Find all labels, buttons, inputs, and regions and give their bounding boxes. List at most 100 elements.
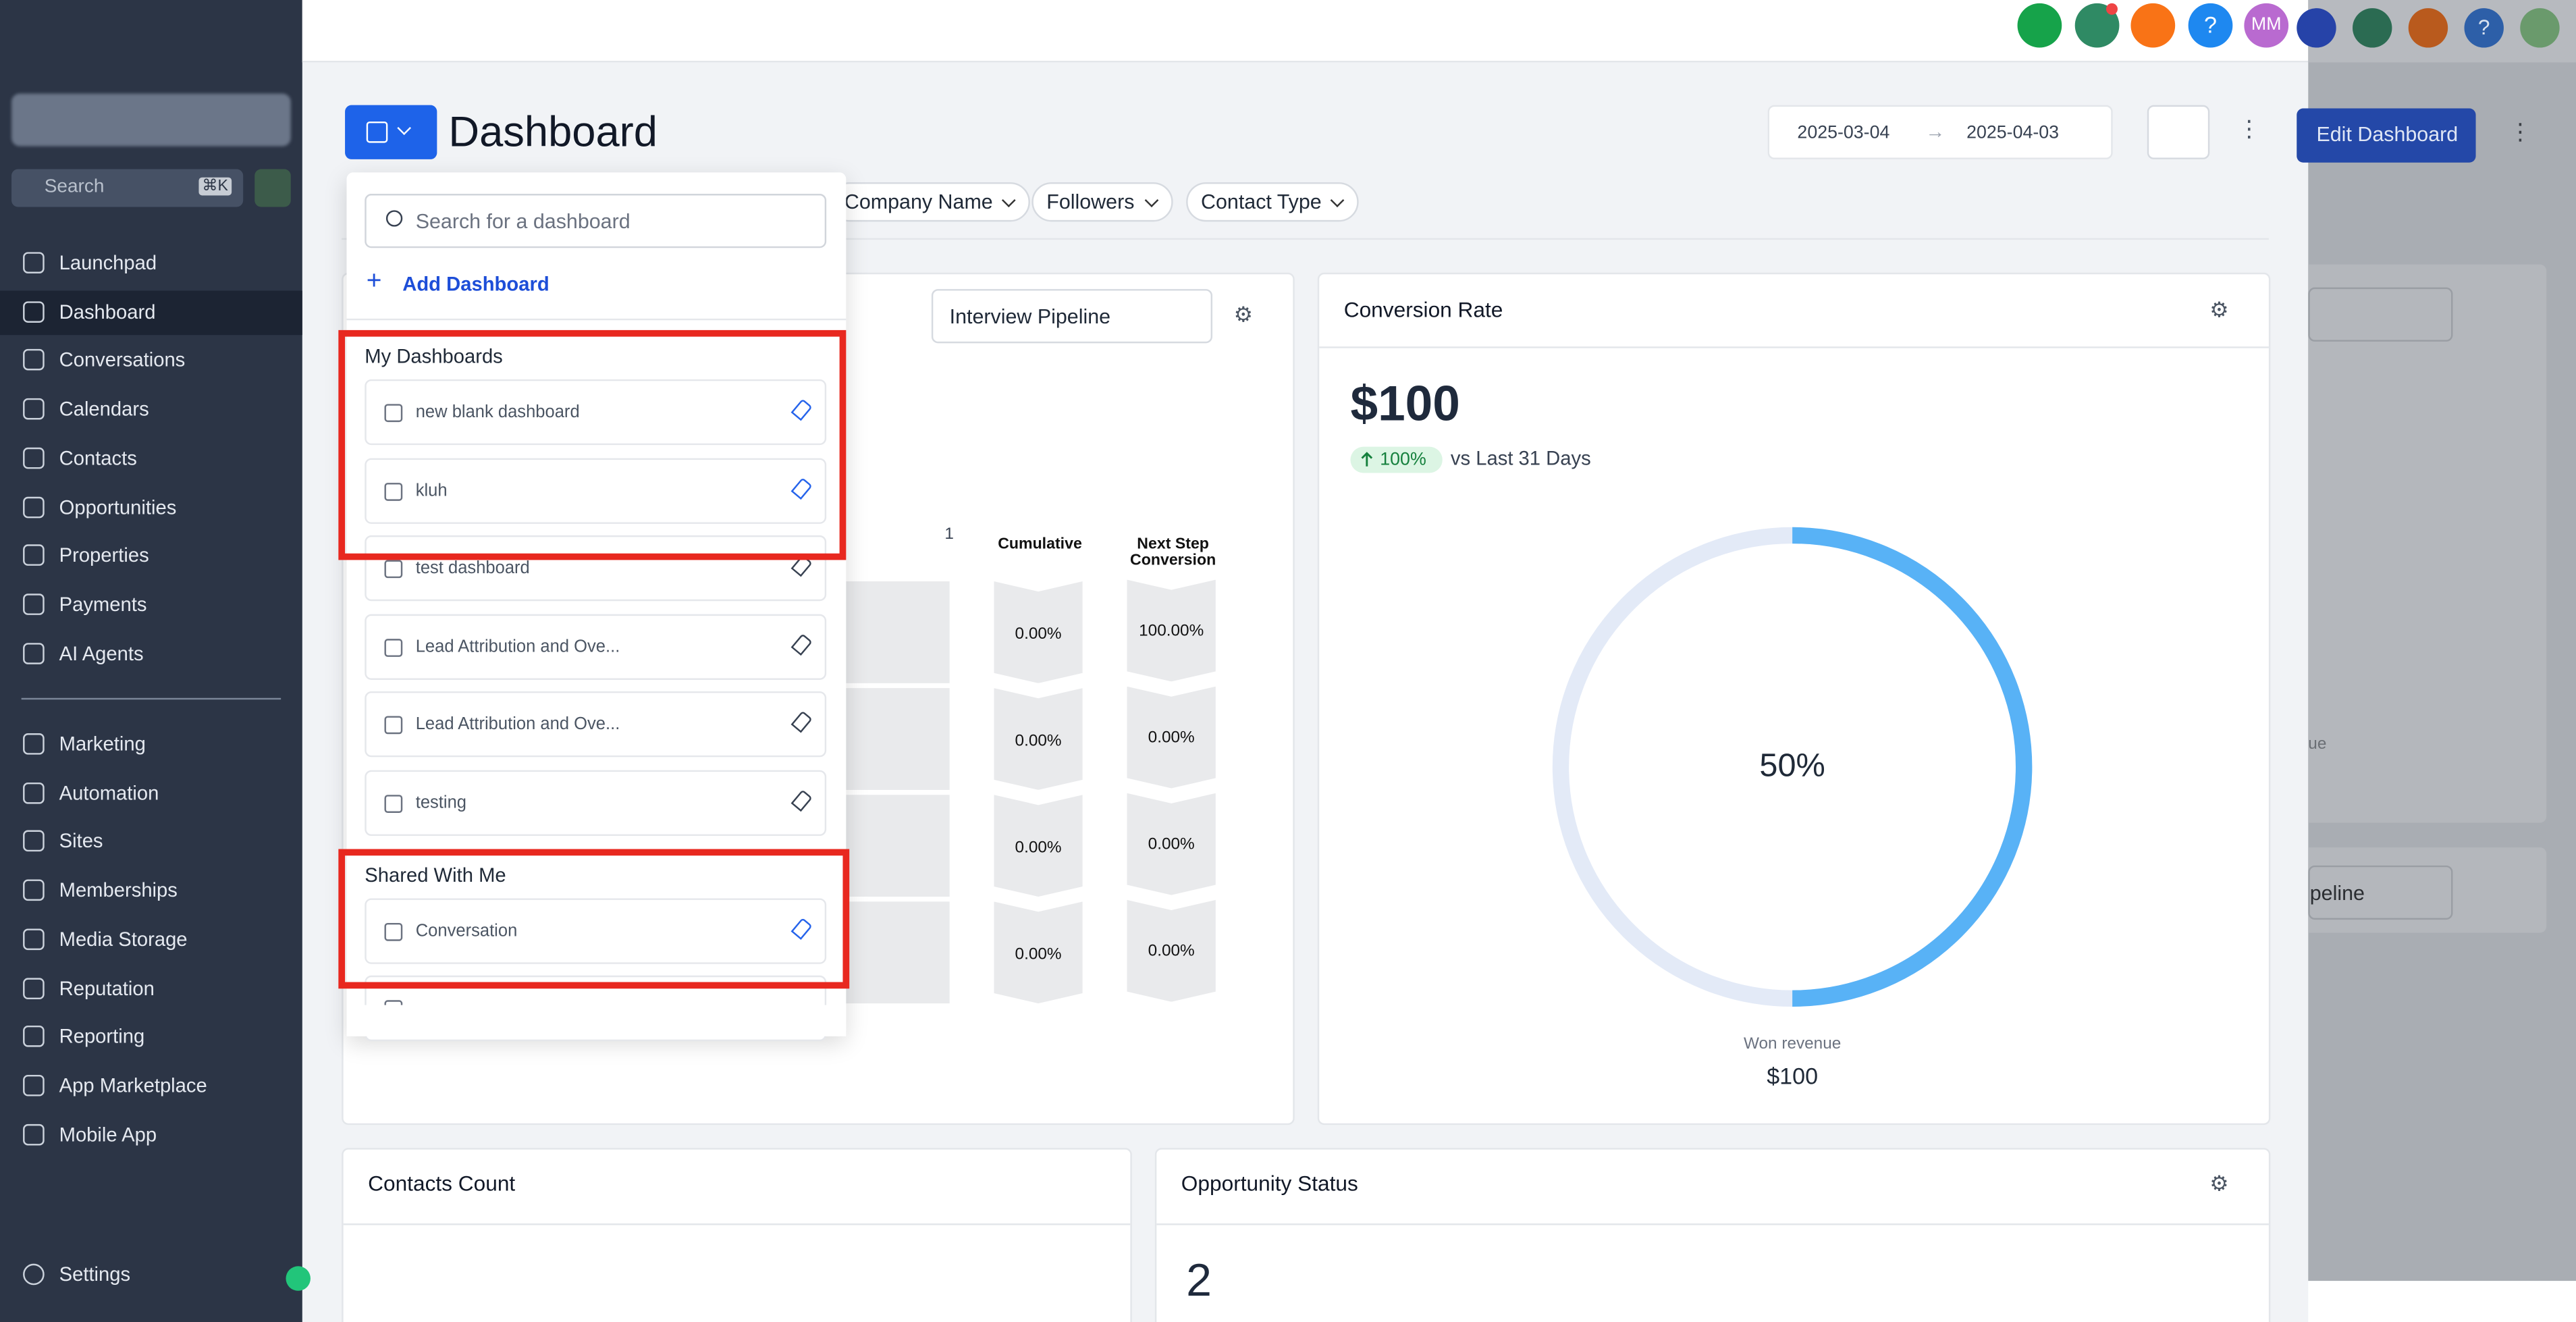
highlight-box xyxy=(338,849,850,989)
column-header: Next Step Conversion xyxy=(1130,535,1216,571)
nav-icon xyxy=(23,1123,45,1145)
section-heading: Shared With Me xyxy=(365,864,506,887)
kpi-value: $100 xyxy=(1350,377,1460,432)
dashboard-item[interactable]: Lead Attribution and Ove... xyxy=(365,691,827,758)
dashboard-item[interactable]: Lead Attribution and Ove... xyxy=(365,614,827,680)
bg-fragment: ue xyxy=(2308,735,2327,754)
edit-button[interactable] xyxy=(2147,105,2210,159)
menu-search[interactable]: Search for a dashboard xyxy=(365,194,827,248)
quick-action[interactable] xyxy=(254,169,291,207)
topbar xyxy=(302,0,2309,63)
nav-item[interactable]: Payments xyxy=(59,592,147,616)
donut xyxy=(1552,527,2033,1007)
date-start: 2025-03-04 xyxy=(1797,123,1890,143)
pipeline-select[interactable]: Interview Pipeline xyxy=(931,289,1213,344)
filter-chip[interactable]: Company Name xyxy=(830,182,1031,222)
nav-icon xyxy=(23,879,45,901)
divider xyxy=(342,238,2269,240)
filter-chip[interactable]: Followers xyxy=(1031,182,1173,222)
dashboard-switcher[interactable] xyxy=(345,105,437,159)
avatar[interactable]: MM xyxy=(2244,3,2289,48)
nav-item[interactable]: App Marketplace xyxy=(59,1074,207,1097)
cumulative-cell: 0.00% xyxy=(994,581,1083,683)
nav-item[interactable]: Contacts xyxy=(59,446,137,470)
date-range[interactable]: 2025-03-04 → 2025-04-03 xyxy=(1767,105,2113,159)
dashboard-item[interactable]: testing xyxy=(365,770,827,837)
notifications-button[interactable] xyxy=(2130,3,2176,48)
dashboard-item[interactable]: Conversation xyxy=(365,898,827,964)
nav-item[interactable]: Marketing xyxy=(59,732,146,756)
nav-item[interactable]: Settings xyxy=(59,1263,131,1286)
stage-bar xyxy=(842,688,950,790)
pin-icon[interactable] xyxy=(790,789,813,812)
nav-item[interactable]: Conversations xyxy=(59,348,186,372)
nav-icon xyxy=(23,252,45,273)
widget-title: Contacts Count xyxy=(368,1171,516,1196)
bg-select: peline xyxy=(2308,865,2453,920)
column-header: Cumulative xyxy=(998,535,1082,554)
shortcut: ⌘K xyxy=(198,177,232,196)
pin-icon[interactable] xyxy=(790,633,813,656)
pin-icon[interactable] xyxy=(790,711,813,734)
settings-icon[interactable]: ⚙ xyxy=(1233,302,1254,327)
nav-icon xyxy=(23,447,45,469)
search-icon xyxy=(385,210,403,227)
nav-item[interactable]: Reporting xyxy=(59,1025,145,1049)
nav-item[interactable]: Sites xyxy=(59,830,103,853)
nav-icon xyxy=(23,398,45,420)
bg-edit-button: Edit Dashboard xyxy=(2297,108,2476,163)
arrow: → xyxy=(1925,120,1946,143)
nav-icon xyxy=(23,642,45,664)
sidebar xyxy=(0,0,302,1322)
next-step-cell: 0.00% xyxy=(1127,793,1216,895)
footer-value: $100 xyxy=(1767,1062,1819,1089)
nav-icon xyxy=(23,1026,45,1048)
change-badge: 100% xyxy=(1350,446,1443,473)
page-title: Dashboard xyxy=(448,107,658,157)
more-button[interactable]: ⋮ xyxy=(2237,115,2261,142)
date-end: 2025-04-03 xyxy=(1966,123,2060,143)
contacts-widget xyxy=(342,1148,1132,1322)
nav-icon xyxy=(23,928,45,950)
nav-item[interactable]: Dashboard xyxy=(59,300,156,323)
nav-item[interactable]: Memberships xyxy=(59,878,178,902)
nav-item[interactable]: Reputation xyxy=(59,976,155,1000)
widget-title: Conversion Rate xyxy=(1343,297,1503,322)
donut-label: 50% xyxy=(1759,747,1825,785)
dashboard-item[interactable]: kluh xyxy=(365,457,827,523)
settings-icon[interactable]: ⚙ xyxy=(2209,297,2229,322)
stage-bar xyxy=(842,581,950,683)
next-step-cell: 0.00% xyxy=(1127,899,1216,1002)
phone-button[interactable] xyxy=(2017,3,2062,48)
bg-select xyxy=(2308,287,2453,342)
nav-icon xyxy=(23,977,45,999)
search-box[interactable]: Search ⌘K xyxy=(11,169,244,207)
nav-item[interactable]: Launchpad xyxy=(59,251,157,275)
collapse-button[interactable] xyxy=(286,1266,311,1291)
nav-item[interactable]: AI Agents xyxy=(59,641,144,665)
nav-item[interactable]: Automation xyxy=(59,781,159,805)
dashboard-item[interactable]: test dashboard xyxy=(365,535,827,602)
nav-item[interactable]: Media Storage xyxy=(59,927,188,951)
nav-item[interactable]: Calendars xyxy=(59,397,149,421)
settings-icon[interactable]: ⚙ xyxy=(2209,1171,2229,1196)
footer-label: Won revenue xyxy=(1743,1035,1842,1054)
highlight-box xyxy=(338,329,847,560)
caret xyxy=(397,121,412,136)
settings-icon xyxy=(23,1263,45,1286)
filter-chip[interactable]: Contact Type xyxy=(1186,182,1360,222)
nav-icon xyxy=(23,496,45,518)
search-placeholder: Search xyxy=(44,177,105,197)
dashboard-item[interactable]: new blank dashboard xyxy=(365,379,827,446)
divider xyxy=(21,697,281,700)
comparison: vs Last 31 Days xyxy=(1450,446,1591,470)
nav-icon xyxy=(23,733,45,755)
nav-item[interactable]: Opportunities xyxy=(59,495,177,519)
cumulative-cell: 0.00% xyxy=(994,901,1083,1004)
add-dashboard[interactable]: Add Dashboard xyxy=(402,272,549,296)
plus-icon: + xyxy=(366,267,382,296)
account-switcher[interactable] xyxy=(11,93,291,147)
nav-item[interactable]: Properties xyxy=(59,544,149,567)
help-button[interactable]: ? xyxy=(2188,3,2233,48)
nav-item[interactable]: Mobile App xyxy=(59,1122,157,1146)
